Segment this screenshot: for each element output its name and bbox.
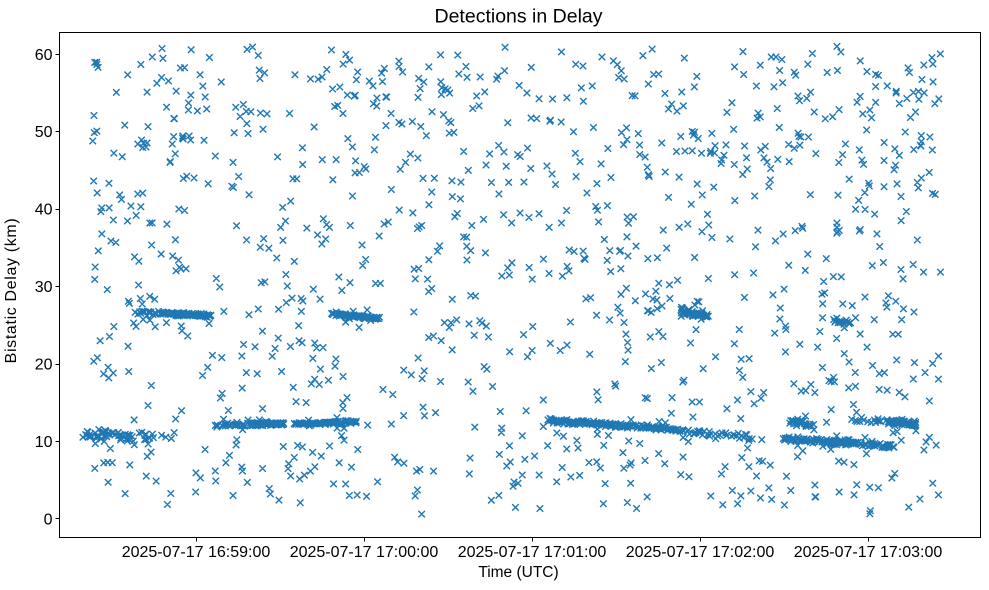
svg-text:60: 60: [35, 47, 53, 64]
svg-text:40: 40: [35, 202, 53, 219]
svg-text:2025-07-17 16:59:00: 2025-07-17 16:59:00: [122, 544, 271, 561]
svg-text:2025-07-17 17:02:00: 2025-07-17 17:02:00: [626, 544, 775, 561]
svg-text:Bistatic Delay (km): Bistatic Delay (km): [3, 218, 20, 364]
svg-text:0: 0: [44, 511, 53, 528]
svg-text:Time (UTC): Time (UTC): [478, 564, 558, 581]
svg-text:2025-07-17 17:01:00: 2025-07-17 17:01:00: [458, 544, 607, 561]
svg-text:10: 10: [35, 434, 53, 451]
svg-text:Detections in Delay: Detections in Delay: [435, 6, 603, 28]
svg-text:2025-07-17 17:03:00: 2025-07-17 17:03:00: [794, 544, 943, 561]
svg-text:20: 20: [35, 357, 53, 374]
svg-text:50: 50: [35, 124, 53, 141]
svg-text:2025-07-17 17:00:00: 2025-07-17 17:00:00: [290, 544, 439, 561]
svg-text:30: 30: [35, 279, 53, 296]
